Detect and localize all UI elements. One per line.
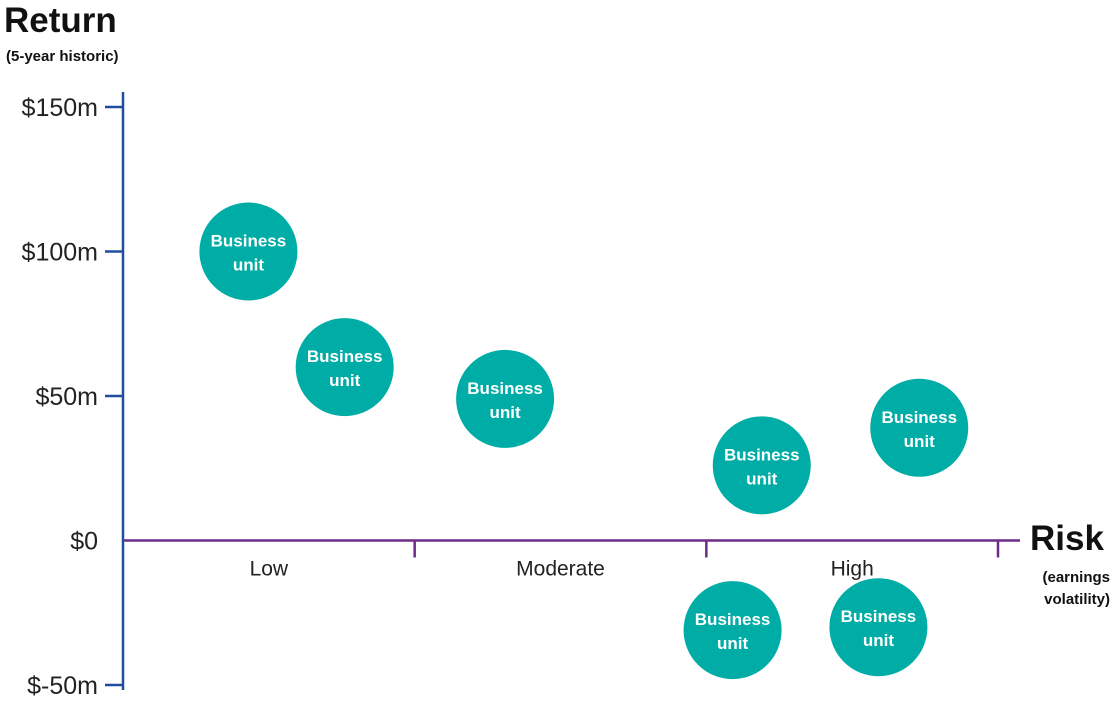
bubble-4: Business unit: [870, 378, 969, 477]
y-tick-label-3: $0: [70, 528, 98, 556]
y-axis-subtitle: (5-year historic): [6, 48, 119, 65]
y-tick-label-0: $150m: [22, 94, 98, 122]
x-category-label-2: High: [831, 558, 874, 581]
bubble-circle-5: [683, 581, 782, 680]
y-axis: $150m $100m $50m $0 $-50m: [22, 92, 125, 700]
y-axis-title: Return: [4, 1, 117, 40]
x-axis-subtitle: (earnings volatility): [1042, 567, 1110, 611]
x-axis-subtitle-line-1: (earnings: [1042, 569, 1110, 586]
bubble-label-1-line-0: Business: [307, 347, 383, 366]
bubble-circle-0: [199, 202, 298, 301]
bubble-label-0-line-0: Business: [211, 232, 287, 251]
bubble-label-4-line-0: Business: [881, 408, 957, 427]
x-axis-title: Risk: [1030, 519, 1104, 558]
y-tick-label-1: $100m: [22, 239, 98, 267]
bubble-label-3-line-1: unit: [746, 469, 777, 488]
bubble-2: Business unit: [456, 349, 555, 448]
bubble-5: Business unit: [683, 581, 782, 680]
x-category-label-1: Moderate: [516, 558, 605, 581]
y-tick-label-2: $50m: [35, 383, 98, 411]
bubble-circle-6: [829, 578, 928, 677]
bubble-circle-2: [456, 349, 555, 448]
bubble-circle-1: [295, 318, 394, 417]
x-axis-subtitle-line-2: volatility): [1044, 591, 1110, 608]
bubble-label-5-line-1: unit: [717, 634, 748, 653]
bubble-1: Business unit: [295, 318, 394, 417]
bubble-circle-3: [712, 416, 811, 515]
bubble-label-4-line-1: unit: [904, 432, 935, 451]
bubble-label-5-line-0: Business: [695, 610, 771, 629]
bubble-label-6-line-1: unit: [863, 631, 894, 650]
x-category-label-0: Low: [250, 558, 289, 581]
bubble-6: Business unit: [829, 578, 928, 677]
bubble-label-3-line-0: Business: [724, 445, 800, 464]
x-axis: Low Moderate High: [123, 539, 1020, 581]
bubble-label-6-line-0: Business: [841, 607, 917, 626]
bubble-circle-4: [870, 378, 969, 477]
bubble-label-2-line-0: Business: [467, 379, 543, 398]
bubble-0: Business unit: [199, 202, 298, 301]
bubble-label-2-line-1: unit: [490, 403, 521, 422]
bubble-3: Business unit: [712, 416, 811, 515]
bubble-label-1-line-1: unit: [329, 371, 360, 390]
bubble-label-0-line-1: unit: [233, 256, 264, 275]
y-tick-label-4: $-50m: [27, 672, 98, 700]
